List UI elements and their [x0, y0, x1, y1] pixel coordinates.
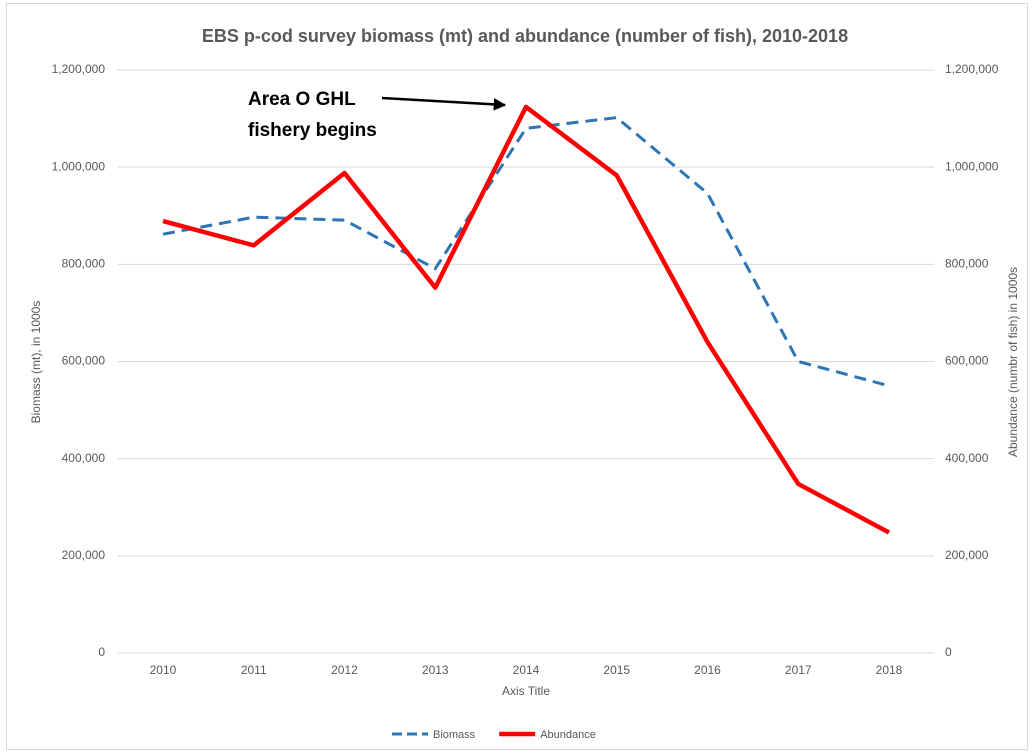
x-tick-label: 2014: [513, 663, 540, 677]
y-tick-label: 1,000,000: [52, 159, 106, 173]
y2-tick-label: 400,000: [945, 451, 989, 465]
legend-label: Biomass: [433, 729, 476, 741]
x-tick-label: 2013: [422, 663, 449, 677]
x-tick-label: 2015: [603, 663, 630, 677]
y2-tick-label: 0: [945, 645, 952, 659]
y-axis-title: Biomass (mt), in 1000s: [29, 301, 43, 424]
chart-border: [6, 3, 1028, 750]
annotation: fishery begins: [248, 120, 377, 141]
x-tick-label: 2016: [694, 663, 721, 677]
x-tick-label: 2017: [785, 663, 812, 677]
x-tick-label: 2018: [876, 663, 903, 677]
legend-label: Abundance: [540, 729, 596, 741]
y-tick-label: 400,000: [62, 451, 106, 465]
y2-tick-label: 600,000: [945, 354, 989, 368]
y-tick-label: 1,200,000: [52, 62, 106, 76]
annotation: Area O GHL: [248, 89, 356, 110]
y-tick-label: 800,000: [62, 257, 106, 271]
y2-tick-label: 1,000,000: [945, 159, 999, 173]
series-line: [162, 104, 891, 535]
y2-tick-label: 800,000: [945, 257, 989, 271]
series-line: [162, 116, 890, 388]
y2-axis-title: Abundance (numbr of fish) in 1000s: [1006, 267, 1020, 457]
y2-tick-label: 1,200,000: [945, 62, 999, 76]
x-tick-label: 2010: [150, 663, 177, 677]
y-tick-label: 0: [98, 645, 105, 659]
x-tick-label: 2012: [331, 663, 358, 677]
y-tick-label: 600,000: [62, 354, 106, 368]
y2-tick-label: 200,000: [945, 548, 989, 562]
y-tick-label: 200,000: [62, 548, 106, 562]
annotation-arrow: [381, 96, 507, 111]
chart-title: EBS p-cod survey biomass (mt) and abunda…: [202, 26, 848, 46]
x-axis-title: Axis Title: [502, 684, 550, 698]
x-tick-label: 2011: [241, 663, 267, 677]
